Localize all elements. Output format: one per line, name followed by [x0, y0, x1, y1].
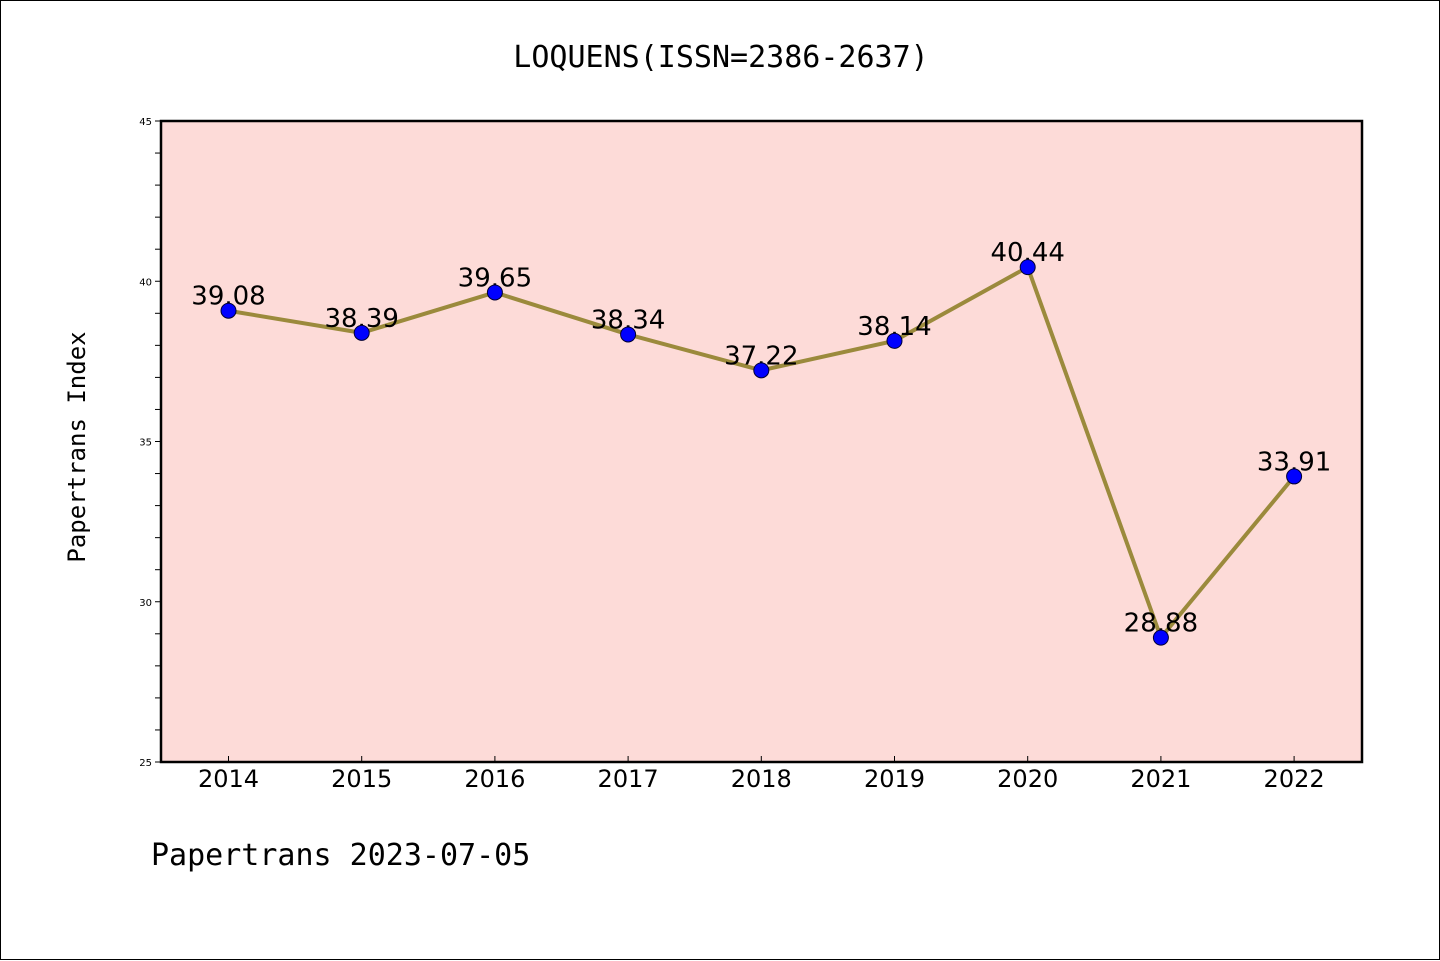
data-markers: [220, 259, 1303, 646]
data-point: [753, 362, 770, 379]
y-tick-label: 45: [139, 117, 152, 128]
data-point: [620, 326, 637, 343]
data-point: [1019, 259, 1036, 276]
chart-title: LOQUENS(ISSN=2386-2637): [513, 40, 928, 75]
data-point: [353, 324, 370, 341]
axis-ticks: 25 30 35 40 45 2014 2015 2016 2017 2018 2019 2020 20…: [139, 117, 1324, 793]
footer-date: Papertrans 2023-07-05: [151, 838, 530, 873]
data-labels: 39.0838.3939.6538.3437.2238.1440.4428.88…: [191, 238, 1331, 638]
x-tick-label: 2015: [331, 765, 392, 793]
y-tick-label: 35: [139, 438, 152, 449]
y-tick-label: 30: [139, 598, 152, 609]
data-point: [486, 284, 503, 301]
x-tick-label: 2017: [598, 765, 659, 793]
y-tick-label: 40: [139, 277, 152, 288]
data-point: [1152, 629, 1169, 646]
x-tick-label: 2021: [1130, 765, 1191, 793]
plot-border: [159, 119, 1364, 764]
x-tick-label: 2016: [464, 765, 525, 793]
x-tick-label: 2018: [731, 765, 792, 793]
y-tick-label: 25: [139, 758, 152, 769]
y-axis-label: Papertrans Index: [63, 331, 91, 562]
x-tick-label: 2020: [997, 765, 1058, 793]
x-tick-label: 2022: [1264, 765, 1325, 793]
plot-area: [161, 121, 1362, 762]
x-tick-label: 2019: [864, 765, 925, 793]
data-point: [886, 332, 903, 349]
data-point: [1286, 468, 1303, 485]
data-point: [220, 302, 237, 319]
x-tick-label: 2014: [198, 765, 259, 793]
